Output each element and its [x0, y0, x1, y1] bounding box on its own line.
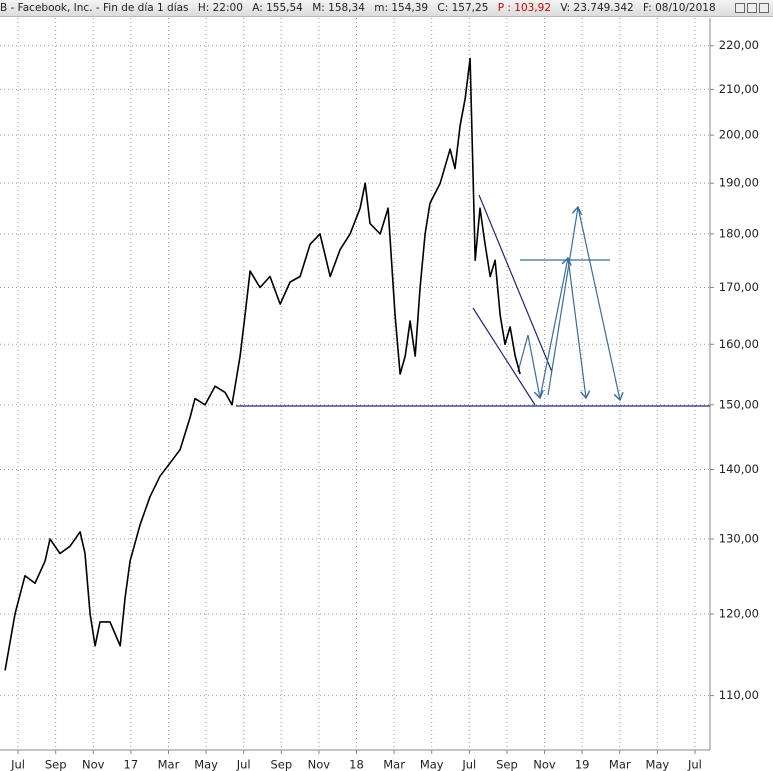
y-tick-label: 120,00 [719, 607, 759, 621]
y-tick-label: 140,00 [719, 462, 759, 476]
x-tick-label: Nov [82, 758, 105, 771]
header-item: F: 08/10/2018 [643, 2, 716, 14]
x-tick-label: Nov [533, 758, 556, 771]
x-tick-label: Jul [236, 758, 251, 771]
header-item: C: 157,25 [437, 2, 489, 14]
header-item: m: 154,39 [374, 2, 429, 14]
y-tick-label: 160,00 [719, 337, 759, 351]
x-tick-label: Sep [45, 758, 67, 771]
x-tick-label: Jul [687, 758, 702, 771]
projection-arrow [577, 206, 620, 400]
x-tick-label: Jul [10, 758, 25, 771]
y-tick-label: 130,00 [719, 531, 759, 545]
y-tick-label: 210,00 [719, 82, 759, 96]
x-tick-label: Nov [308, 758, 331, 771]
channel-lower [472, 307, 536, 406]
y-tick-label: 170,00 [719, 280, 759, 294]
x-tick-label: Mar [609, 758, 631, 771]
header-item: V: 23.749.342 [560, 2, 634, 14]
projection-arrow [539, 258, 568, 399]
x-tick-label: May [645, 758, 669, 771]
header-item: P : 103,92 [497, 2, 552, 14]
header-bar: B - Facebook, Inc. - Fin de día 1 días H… [0, 0, 773, 17]
x-tick-label: Sep [496, 758, 518, 771]
x-tick-label: Sep [270, 758, 292, 771]
x-tick-label: Mar [383, 758, 405, 771]
header-item: M: 158,34 [312, 2, 365, 14]
y-tick-label: 200,00 [719, 128, 759, 142]
x-tick-label: May [420, 758, 444, 771]
header-item: H: 22:00 [197, 2, 243, 14]
y-tick-label: 180,00 [719, 226, 759, 240]
window-buttons [735, 3, 769, 13]
y-tick-label: 190,00 [719, 176, 759, 190]
close-button[interactable] [759, 3, 769, 13]
x-tick-label: 18 [349, 758, 364, 771]
header-item: B - Facebook, Inc. - Fin de día 1 días [0, 2, 189, 14]
user-drawings [236, 194, 710, 407]
x-tick-label: Mar [158, 758, 180, 771]
minimize-button[interactable] [735, 3, 745, 13]
channel-upper [478, 194, 553, 373]
x-tick-label: 19 [575, 758, 590, 771]
projection-arrow [567, 257, 586, 398]
header-item: A: 155,54 [252, 2, 303, 14]
projection-arrow [547, 207, 578, 396]
x-tick-label: Jul [461, 758, 476, 771]
y-tick-label: 110,00 [719, 688, 759, 702]
y-tick-label: 220,00 [719, 38, 759, 52]
y-tick-label: 150,00 [719, 397, 759, 411]
x-tick-label: May [194, 758, 218, 771]
price-line [4, 57, 521, 671]
projection-arrow [517, 334, 540, 398]
restore-button[interactable] [747, 3, 757, 13]
x-tick-label: 17 [124, 758, 139, 771]
